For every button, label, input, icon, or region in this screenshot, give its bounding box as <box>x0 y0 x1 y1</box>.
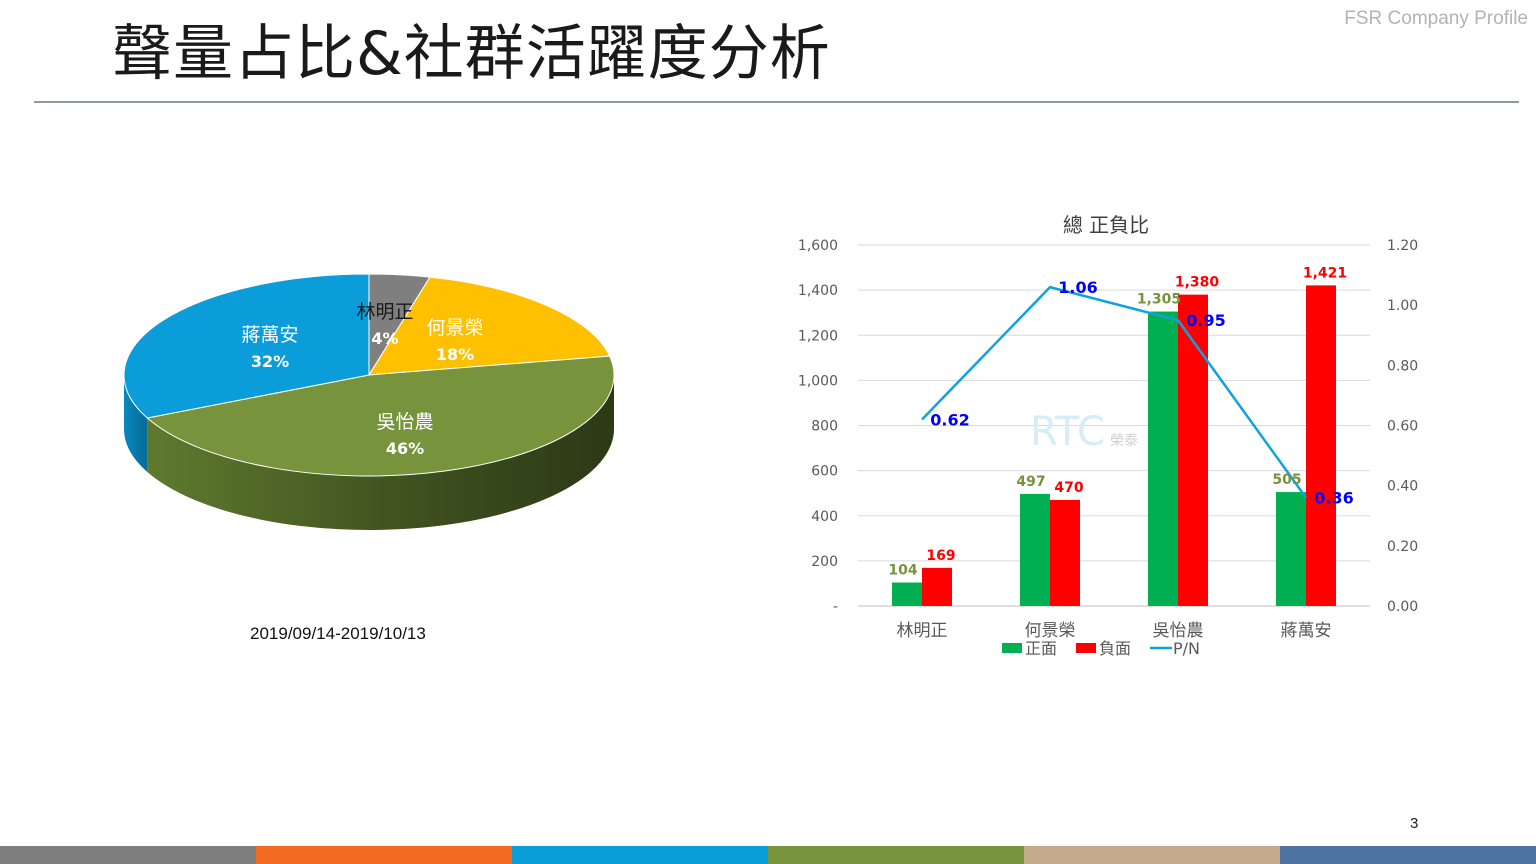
y-left-tick-label: 1,600 <box>798 238 838 254</box>
footer-segment <box>1024 846 1280 864</box>
date-range: 2019/09/14-2019/10/13 <box>250 624 426 643</box>
pie-chart: 林明正 4% 何景榮 18% 吳怡農 46% 蔣萬安 32% <box>123 273 615 531</box>
legend-swatch <box>1002 643 1022 653</box>
pie-label-percent: 4% <box>371 329 398 348</box>
line-data-label: 0.36 <box>1314 489 1353 508</box>
legend-swatch <box>1076 643 1096 653</box>
x-tick-label: 蔣萬安 <box>1281 621 1332 641</box>
pie-side-4 <box>124 375 148 473</box>
brand-label: FSR Company Profile <box>1344 8 1528 29</box>
bar-negative <box>1050 499 1080 606</box>
pie-slice-2 <box>368 276 611 376</box>
y-right-tick-label: 0.00 <box>1387 599 1418 615</box>
bar-data-label: 497 <box>1016 474 1045 490</box>
watermark-logo: RTC <box>1030 409 1105 455</box>
bar-data-label: 470 <box>1054 480 1083 496</box>
pie-slice-4 <box>123 273 370 419</box>
y-left-tick-label: 1,400 <box>798 283 838 299</box>
pie-side-3 <box>147 375 614 531</box>
footer-segment <box>512 846 768 864</box>
y-right-tick-label: 1.00 <box>1387 298 1418 314</box>
pie-label-percent: 18% <box>436 345 474 364</box>
legend-label: 正面 <box>1025 639 1057 658</box>
pie-label-percent: 46% <box>386 439 424 458</box>
y-left-tick-label: 200 <box>811 554 838 570</box>
y-right-tick-label: 0.20 <box>1387 539 1418 555</box>
pie-label-percent: 32% <box>251 352 289 371</box>
y-left-tick-label: 1,200 <box>798 328 838 344</box>
bar-data-label: 1,421 <box>1303 265 1347 281</box>
line-data-label: 0.95 <box>1186 311 1225 330</box>
pn-line <box>921 285 1308 499</box>
bar-data-label: 1,305 <box>1137 292 1181 308</box>
pie-slice-3 <box>146 355 615 477</box>
bar-data-label: 104 <box>888 563 917 579</box>
line-data-label: 0.62 <box>930 410 969 429</box>
bar-negative <box>1178 294 1208 606</box>
legend-label: 負面 <box>1099 639 1131 658</box>
bar-negative <box>1306 285 1336 606</box>
x-tick-label: 何景榮 <box>1025 621 1076 641</box>
x-tick-label: 吳怡農 <box>1153 621 1204 641</box>
bar-positive <box>892 582 922 606</box>
y-right-tick-label: 0.40 <box>1387 479 1418 495</box>
y-right-tick-label: 1.20 <box>1387 238 1418 254</box>
slide-title: 聲量占比&社群活躍度分析 <box>112 19 831 89</box>
legend-label: P/N <box>1173 639 1200 658</box>
bar-positive <box>1276 492 1306 606</box>
x-tick-label: 林明正 <box>897 621 948 641</box>
footer-color-bar <box>0 846 1536 864</box>
footer-segment <box>256 846 512 864</box>
bar-positive <box>1020 493 1050 606</box>
combo-chart-title: 總 正負比 <box>1063 213 1149 237</box>
bar-data-label: 169 <box>926 548 955 564</box>
y-right-tick-label: 0.80 <box>1387 358 1418 374</box>
footer-segment <box>0 846 256 864</box>
footer-segment <box>768 846 1024 864</box>
combo-chart: 總 正負比 RTC 榮泰 104 497 1,305 505 169 470 1,380 1,4… <box>798 213 1418 658</box>
pie-label-name: 林明正 <box>356 301 413 323</box>
footer-segment <box>1280 846 1536 864</box>
y-right-tick-label: 0.60 <box>1387 419 1418 435</box>
title-divider <box>34 101 1519 103</box>
bar-negative <box>922 567 952 606</box>
watermark-text: 榮泰 <box>1110 433 1138 449</box>
bar-data-label: 505 <box>1272 472 1301 488</box>
y-left-tick-label: 1,000 <box>798 373 838 389</box>
bar-data-label: 1,380 <box>1175 275 1220 291</box>
y-left-tick-label: 400 <box>811 509 838 525</box>
line-data-label: 1.06 <box>1058 278 1097 297</box>
bar-positive <box>1148 311 1178 606</box>
pie-label-name: 蔣萬安 <box>241 324 298 346</box>
pie-label-name: 何景榮 <box>426 317 483 339</box>
y-left-tick-label: 800 <box>811 419 838 435</box>
pie-label-name: 吳怡農 <box>376 411 433 433</box>
y-left-tick-label: 600 <box>811 464 838 480</box>
page-number: 3 <box>1410 815 1419 832</box>
y-left-tick-label: - <box>833 599 838 615</box>
